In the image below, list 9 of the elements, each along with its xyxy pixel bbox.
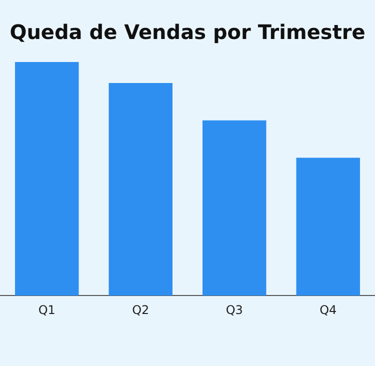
x-tick-label: Q2 <box>132 302 150 317</box>
chart-title: Queda de Vendas por Trimestre <box>10 20 366 44</box>
bar <box>296 158 360 296</box>
x-tick-label: Q1 <box>38 302 56 317</box>
bar <box>108 83 172 296</box>
x-tick-label: Q3 <box>226 302 243 317</box>
bar <box>202 120 266 296</box>
x-tick-label: Q4 <box>320 302 337 317</box>
bar <box>15 62 79 296</box>
